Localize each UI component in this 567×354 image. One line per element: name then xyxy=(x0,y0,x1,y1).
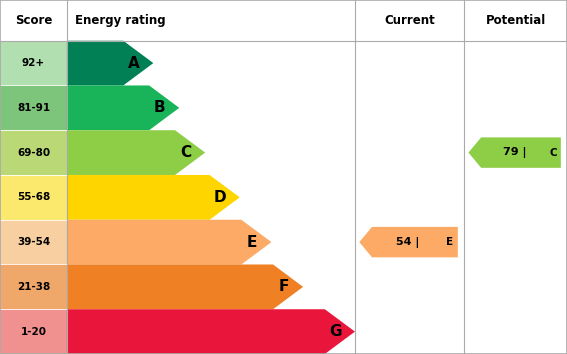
Bar xyxy=(0,130,67,175)
Text: Score: Score xyxy=(15,14,52,27)
Text: Potential: Potential xyxy=(485,14,546,27)
Text: 81-91: 81-91 xyxy=(17,103,50,113)
Polygon shape xyxy=(67,41,153,85)
Text: 69-80: 69-80 xyxy=(17,148,50,158)
Text: C: C xyxy=(549,148,557,158)
Bar xyxy=(0,264,67,309)
Text: B: B xyxy=(154,100,166,115)
Text: A: A xyxy=(128,56,139,70)
Bar xyxy=(0,220,67,264)
Text: F: F xyxy=(278,279,289,295)
Text: Current: Current xyxy=(384,14,435,27)
Polygon shape xyxy=(468,137,561,168)
Bar xyxy=(355,41,567,354)
Text: E: E xyxy=(446,237,453,247)
Text: 1-20: 1-20 xyxy=(20,327,46,337)
Bar xyxy=(0,0,567,41)
Text: 54 |: 54 | xyxy=(396,236,420,247)
Polygon shape xyxy=(359,227,458,257)
Bar xyxy=(0,41,67,85)
Polygon shape xyxy=(67,130,205,175)
Polygon shape xyxy=(67,220,272,264)
Polygon shape xyxy=(67,309,355,354)
Polygon shape xyxy=(67,85,179,130)
Bar xyxy=(0,85,67,130)
Text: Energy rating: Energy rating xyxy=(75,14,166,27)
Text: G: G xyxy=(329,324,342,339)
Text: 79 |: 79 | xyxy=(503,147,526,158)
Bar xyxy=(0,309,67,354)
Text: C: C xyxy=(180,145,191,160)
Bar xyxy=(0,175,67,220)
Text: 92+: 92+ xyxy=(22,58,45,68)
Text: E: E xyxy=(247,235,257,250)
Polygon shape xyxy=(67,175,240,220)
Text: 55-68: 55-68 xyxy=(17,192,50,202)
Text: 21-38: 21-38 xyxy=(17,282,50,292)
Polygon shape xyxy=(67,264,303,309)
Text: 39-54: 39-54 xyxy=(17,237,50,247)
Text: D: D xyxy=(214,190,226,205)
